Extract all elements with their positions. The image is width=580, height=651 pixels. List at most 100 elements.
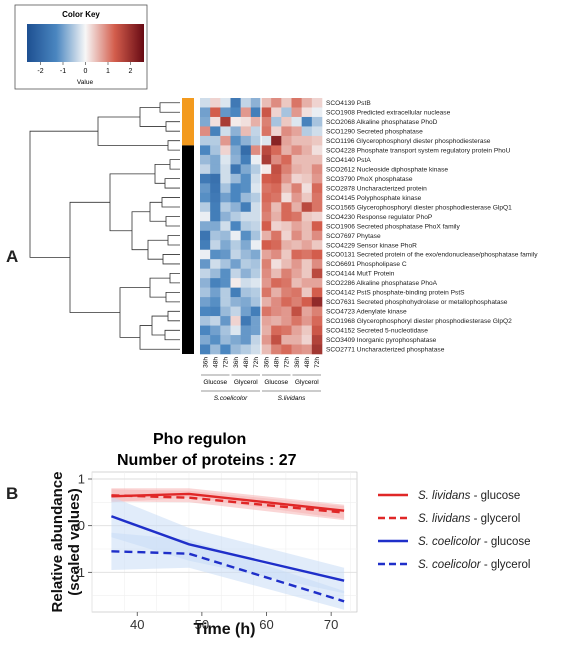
heatmap-cell — [261, 211, 272, 222]
column-label: 36h — [233, 357, 240, 368]
species-label: S.lividans — [278, 395, 307, 402]
column-label: 48h — [243, 357, 250, 368]
heatmap-cell — [311, 154, 323, 165]
series-line — [110, 515, 345, 582]
heatmap-cell — [291, 335, 302, 345]
heatmap-cell — [210, 316, 221, 326]
dendrogram-branch — [159, 102, 180, 113]
heatmap-cell — [311, 297, 323, 307]
series-line — [111, 550, 345, 603]
heatmap-cell — [250, 325, 262, 336]
column-label: 36h — [202, 357, 209, 368]
heatmap-cell — [210, 202, 221, 213]
protein-label: SCO2068 Alkaline phosphatase PhoD — [326, 119, 438, 126]
heatmap-cell — [200, 268, 211, 279]
heatmap-cell — [240, 145, 252, 156]
heatmap-cell — [281, 335, 292, 345]
heatmap-cell — [281, 183, 292, 194]
heatmap-cell — [311, 230, 323, 241]
heatmap-cell — [301, 297, 313, 307]
heatmap-cell — [200, 116, 211, 127]
protein-label: SCO2771 Uncharacterized phosphatase — [326, 347, 445, 354]
heatmap-cell — [271, 240, 282, 250]
heatmap-cell — [311, 145, 323, 156]
heatmap-cell — [311, 278, 323, 288]
heatmap-cell — [311, 183, 323, 194]
heatmap-cell — [200, 306, 211, 317]
heatmap-cell — [311, 240, 323, 250]
dendrogram-branch — [164, 178, 180, 189]
heatmap-cell — [291, 154, 302, 165]
heatmap-cell — [240, 183, 252, 194]
color-key-tick-label: -1 — [60, 68, 66, 75]
heatmap-cell — [261, 107, 272, 118]
heatmap-cell — [210, 183, 221, 194]
dendrogram-branch — [167, 310, 180, 322]
heatmap-cell — [200, 287, 211, 298]
heatmap-cell — [250, 164, 262, 175]
heatmap-cell — [250, 135, 262, 146]
heatmap-cell — [230, 126, 241, 137]
heatmap-cell — [230, 325, 241, 336]
heatmap-cell — [200, 126, 211, 137]
heatmap-cell — [200, 192, 211, 203]
heatmap-cell — [230, 192, 241, 203]
heatmap-cell — [281, 126, 292, 137]
dendrogram-branch — [119, 287, 150, 338]
heatmap-cell — [210, 335, 221, 345]
heatmap-cell — [301, 221, 313, 232]
heatmap-cell — [301, 325, 313, 336]
x-tick-label: 40 — [130, 617, 144, 632]
heatmap-cell — [200, 211, 211, 222]
heatmap-cell — [200, 154, 211, 165]
heatmap-cell — [271, 335, 282, 345]
dendrogram-branch — [139, 325, 180, 350]
heatmap-cell — [291, 316, 302, 326]
x-tick-label: 70 — [324, 617, 338, 632]
protein-label: SCO6691 Phospholipase C — [326, 261, 407, 268]
heatmap-cell — [291, 325, 302, 336]
sidebar-segment-black — [182, 145, 194, 354]
column-label: 48h — [274, 357, 281, 368]
protein-label: SCO7631 Secreted phosphohydrolase or met… — [326, 299, 508, 306]
heatmap-cell — [200, 335, 211, 345]
heatmap-cell — [240, 268, 252, 279]
heatmap-cell — [230, 202, 241, 213]
dendrogram-branch — [167, 140, 180, 151]
heatmap-cell — [210, 192, 221, 203]
heatmap-cell — [281, 107, 292, 118]
heatmap-cell — [200, 316, 211, 326]
heatmap-cell — [291, 116, 302, 127]
protein-label: SCO4140 PstA — [326, 157, 371, 164]
dendrogram-branch — [161, 197, 180, 208]
heatmap-cell — [220, 135, 231, 146]
heatmap-cell — [220, 316, 231, 326]
heatmap-cell — [261, 287, 272, 298]
heatmap-cell — [281, 325, 292, 336]
heatmap-cell — [301, 268, 313, 279]
heatmap-cell — [240, 135, 252, 146]
heatmap-cell — [271, 107, 282, 118]
dendrogram-branch — [97, 116, 168, 146]
heatmap-cell — [311, 173, 323, 184]
heatmap-cell — [210, 98, 221, 108]
heatmap-cell — [220, 325, 231, 336]
heatmap-cell — [261, 183, 272, 194]
heatmap-cell — [210, 240, 221, 250]
heatmap-cell — [240, 126, 252, 137]
heatmap-cell — [291, 202, 302, 213]
chart-legend: S. lividans - glucose S. lividans - glyce… — [378, 490, 531, 571]
heatmap-cell — [210, 249, 221, 260]
heatmap-cell — [250, 192, 262, 203]
dendrogram-branch — [147, 239, 168, 260]
heatmap-cell — [311, 287, 323, 298]
x-tick-label: 50 — [195, 617, 209, 632]
heatmap-cell — [291, 221, 302, 232]
condition-label: Glucose — [203, 379, 227, 386]
heatmap-cell — [261, 249, 272, 260]
heatmap-cell — [311, 126, 323, 137]
heatmap-cell — [220, 297, 231, 307]
heatmap-cell — [261, 126, 272, 137]
heatmap-cell — [271, 164, 282, 175]
heatmap-cell — [230, 306, 241, 317]
